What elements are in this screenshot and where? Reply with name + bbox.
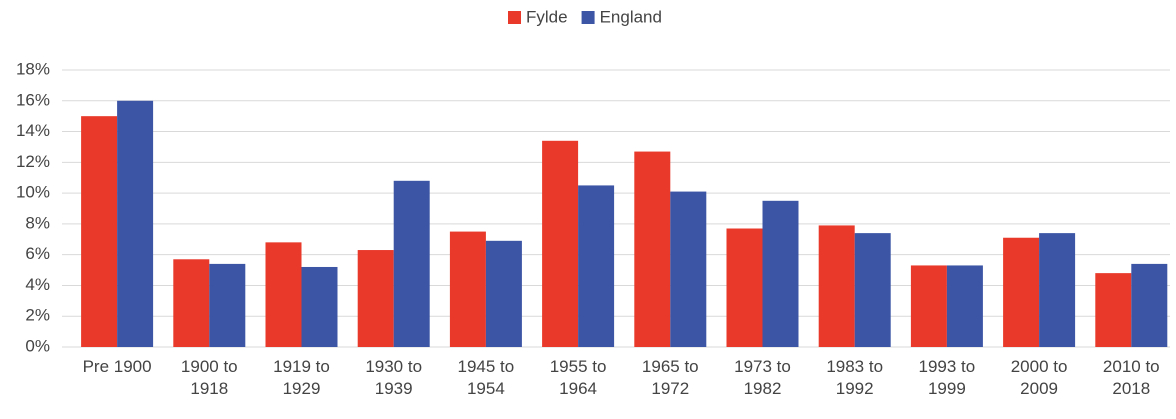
bar <box>1039 233 1076 347</box>
bar <box>542 140 579 347</box>
x-tick-label: 1900 to 1918 <box>180 357 238 398</box>
bar <box>265 242 302 347</box>
legend-label: England <box>600 7 662 26</box>
bar <box>726 228 763 347</box>
x-tick-label: 1955 to 1964 <box>549 357 607 398</box>
bar <box>1131 263 1168 347</box>
legend-label: Fylde <box>526 7 568 26</box>
x-tick-label: Pre 1900 <box>82 357 152 376</box>
bar <box>117 100 154 348</box>
y-tick-label: 10% <box>16 183 50 202</box>
bar <box>173 259 210 347</box>
bar <box>634 151 671 347</box>
bar <box>81 116 118 348</box>
y-tick-label: 16% <box>16 90 50 109</box>
bar <box>670 191 707 347</box>
bar <box>854 233 891 347</box>
x-tick-label: 1993 to 1999 <box>918 357 976 398</box>
y-tick-label: 12% <box>16 152 50 171</box>
x-tick-label: 1965 to 1972 <box>641 357 699 398</box>
bar <box>301 266 338 347</box>
x-tick-label: 1930 to 1939 <box>365 357 423 398</box>
bar <box>393 180 430 347</box>
bar <box>946 265 983 347</box>
y-tick-label: 2% <box>25 306 50 325</box>
y-tick-label: 14% <box>16 121 50 140</box>
x-tick-label: 1983 to 1992 <box>826 357 884 398</box>
bar <box>762 200 799 347</box>
bar <box>1095 273 1132 347</box>
bar <box>485 240 522 347</box>
x-tick-label: 1919 to 1929 <box>273 357 330 398</box>
bar <box>1003 237 1040 347</box>
x-tick-label: 1945 to 1954 <box>457 357 515 398</box>
y-tick-label: 18% <box>16 59 50 78</box>
x-tick-label: 1973 to 1982 <box>734 357 791 398</box>
x-tick-label: 2000 to 2009 <box>1010 357 1068 398</box>
bar <box>357 250 394 347</box>
legend-swatch <box>508 11 521 24</box>
bar <box>578 185 615 347</box>
legend-swatch <box>581 11 595 24</box>
bar <box>449 231 486 347</box>
bar <box>910 265 947 347</box>
y-tick-label: 6% <box>25 244 50 263</box>
y-tick-label: 4% <box>25 275 50 294</box>
x-tick-label: 2010 to 2018 <box>1102 357 1160 398</box>
bar <box>209 263 246 347</box>
y-tick-label: 0% <box>25 336 50 355</box>
y-tick-label: 8% <box>25 213 50 232</box>
bar <box>818 225 855 347</box>
